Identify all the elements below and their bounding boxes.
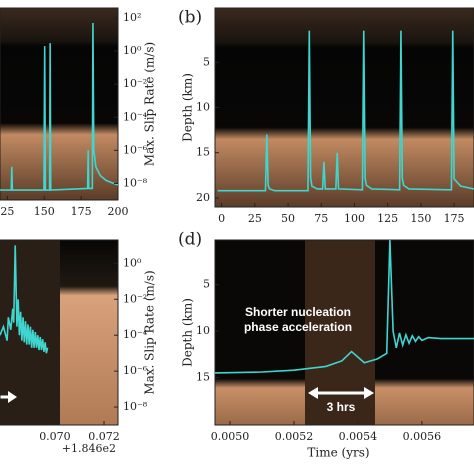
x-tick-label: 125	[377, 212, 398, 225]
y-tick-label: 10⁻⁸	[123, 400, 148, 413]
x-tick-label: 0.0050	[211, 430, 250, 443]
x-offset: +1.846e2	[62, 442, 116, 455]
y-tick-label: 15	[196, 146, 210, 159]
x-tick-label: 25	[0, 205, 14, 218]
y-tick-label: 5	[203, 278, 210, 291]
data-line	[215, 240, 474, 374]
x-tick-label: 200	[108, 205, 129, 218]
y-tick-label: 10⁻⁴	[123, 110, 148, 123]
y-tick-label: 10	[196, 324, 210, 337]
data-line	[0, 245, 49, 354]
arrows	[0, 387, 374, 403]
data-line	[217, 30, 474, 192]
y-tick-label: 10⁻²	[123, 77, 147, 90]
panel-label: (b)	[178, 8, 202, 28]
y-tick-label: 10⁻⁶	[123, 143, 148, 156]
y-tick-label: 10²	[123, 11, 141, 24]
x-axis-label: Time (yrs)	[307, 446, 369, 460]
y-tick-label: 15	[196, 371, 210, 384]
x-tick-label: 0.0056	[403, 430, 442, 443]
x-tick-label: 175	[444, 212, 465, 225]
x-tick-label: 25	[248, 212, 262, 225]
x-tick-label: 0.070	[39, 430, 71, 443]
y-tick-label: 10⁰	[123, 44, 142, 57]
data-line	[0, 22, 118, 191]
x-tick-label: 0.0052	[275, 430, 314, 443]
y-axis-label: Depth (km)	[181, 73, 195, 142]
y-tick-label: 10⁻⁸	[123, 176, 148, 189]
panel-backgrounds	[0, 8, 474, 425]
x-tick-label: 150	[410, 212, 431, 225]
annotation: phase acceleration	[244, 320, 352, 334]
x-tick-label: 0.072	[88, 430, 120, 443]
plot-frame	[214, 239, 474, 426]
y-tick-label: 10	[196, 101, 210, 114]
x-tick-label: 150	[34, 205, 55, 218]
x-tick-label: 175	[71, 205, 92, 218]
x-tick-label: 0	[218, 212, 225, 225]
y-tick-label: 20	[196, 191, 210, 204]
y-tick-label: 10⁻⁶	[123, 364, 148, 377]
y-tick-label: 10⁻²	[123, 292, 147, 305]
y-axis-label: Depth (km)	[181, 298, 195, 367]
y-tick-label: 10⁻⁴	[123, 328, 148, 341]
panel-label: (d)	[178, 230, 202, 250]
x-tick-label: 100	[344, 212, 365, 225]
y-tick-label: 5	[203, 55, 210, 68]
x-tick-label: 0.0054	[339, 430, 378, 443]
plot-frame	[0, 239, 119, 426]
y-tick-label: 10⁰	[123, 256, 142, 269]
annotation: Shorter nucleation	[245, 305, 351, 319]
arrow-label: 3 hrs	[327, 400, 356, 414]
plot-frame	[0, 7, 119, 201]
y-axis-label: Max. Slip Rate (m/s)	[143, 42, 157, 166]
y-axis-label: Max. Slip Rate (m/s)	[143, 270, 157, 394]
x-tick-label: 50	[281, 212, 295, 225]
x-tick-label: 75	[314, 212, 328, 225]
